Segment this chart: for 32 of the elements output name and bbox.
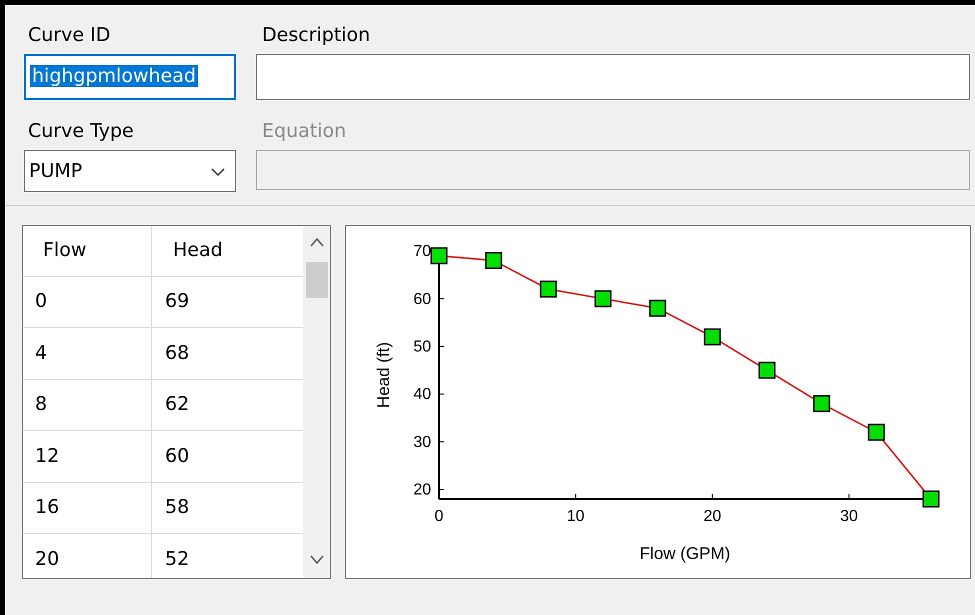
text: 12 — [35, 444, 60, 466]
text: 16 — [35, 496, 60, 518]
y-axis-title: Head (ft) — [374, 342, 393, 408]
text: 58 — [165, 496, 190, 518]
text: Flow — [43, 239, 86, 261]
text: 0 — [35, 290, 48, 312]
text: 8 — [35, 393, 48, 415]
y-tick-label: 40 — [413, 386, 432, 404]
dropdown: PUMP — [24, 150, 236, 192]
text: 69 — [165, 290, 190, 312]
text: 20 — [35, 548, 60, 570]
text: Equation — [262, 120, 346, 142]
y-tick-label: 60 — [413, 290, 432, 308]
y-tick-label: 50 — [413, 338, 432, 356]
text: Curve ID — [28, 24, 110, 46]
text: Curve Type — [28, 120, 134, 142]
x-tick-label: 10 — [566, 508, 585, 526]
x-tick-label: 0 — [434, 508, 444, 526]
text: 60 — [165, 444, 190, 466]
text: 62 — [165, 393, 190, 415]
text: Head — [173, 239, 223, 261]
y-tick-label: 70 — [413, 243, 432, 260]
x-axis-title: Flow (GPM) — [640, 544, 730, 563]
text: 68 — [165, 342, 190, 364]
y-tick-label: 20 — [413, 482, 432, 499]
text-field: highgpmlowhead — [24, 54, 236, 100]
x-tick-label: 30 — [840, 508, 858, 526]
text: Description — [262, 24, 370, 46]
text: 4 — [35, 342, 48, 364]
y-tick-label: 30 — [413, 434, 432, 451]
text: 52 — [165, 548, 190, 570]
x-tick-label: 20 — [703, 508, 722, 526]
